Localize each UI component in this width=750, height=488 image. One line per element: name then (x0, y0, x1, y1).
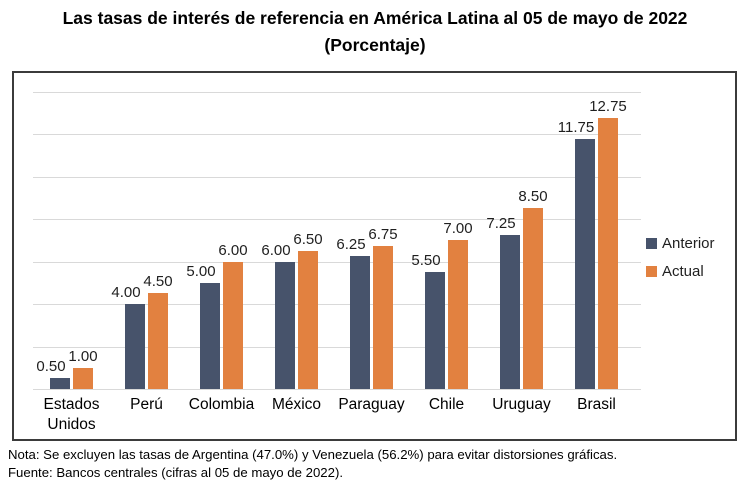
anterior-series-swatch-icon (646, 238, 657, 249)
x-axis-label-chile: Chile (428, 396, 465, 413)
data-label-actual-brasil: 12.75 (589, 98, 627, 116)
bar-anterior-peru (125, 304, 145, 389)
footnotes: Nota: Se excluyen las tasas de Argentina… (8, 446, 748, 482)
legend-item-actual: Actual (646, 264, 715, 279)
legend: Anterior Actual (646, 236, 715, 279)
legend-item-anterior: Anterior (646, 236, 715, 251)
x-axis-label-colombia: Colombia (188, 396, 255, 413)
gridline (33, 91, 641, 93)
x-axis-label-estados-unidos: Estados Unidos (43, 396, 100, 433)
bar-anterior-uruguay (500, 234, 520, 389)
data-label-actual-peru: 4.50 (143, 273, 173, 291)
bar-actual-brasil (598, 118, 618, 389)
data-label-anterior-estados-unidos: 0.50 (36, 358, 66, 376)
bar-anterior-estados-unidos (50, 378, 70, 389)
gridline (33, 389, 641, 390)
x-axis-label-paraguay: Paraguay (338, 396, 405, 413)
data-label-actual-paraguay: 6.75 (368, 225, 398, 243)
x-axis-label-mexico: México (271, 396, 322, 413)
chart-frame: 0.50 1.00 Estados Unidos 4.00 4.50 Perú 5.00 6.… (12, 71, 737, 441)
source-text: Fuente: Bancos centrales (cifras al 05 d… (8, 465, 343, 480)
bar-actual-uruguay (523, 208, 543, 389)
bar-actual-peru (148, 293, 168, 389)
data-label-anterior-colombia: 5.00 (186, 262, 216, 280)
gridline (33, 176, 641, 178)
x-axis-label-uruguay: Uruguay (492, 396, 551, 413)
gridline (33, 304, 641, 305)
bar-anterior-colombia (200, 282, 220, 389)
data-label-anterior-paraguay: 6.25 (336, 236, 366, 254)
data-label-anterior-mexico: 6.00 (261, 241, 291, 259)
chart-title-line-2: (Porcentaje) (324, 35, 426, 55)
data-label-anterior-uruguay: 7.25 (486, 214, 516, 232)
data-label-actual-estados-unidos: 1.00 (68, 347, 98, 365)
bar-anterior-chile (425, 272, 445, 389)
bar-anterior-mexico (275, 261, 295, 389)
gridline (33, 346, 641, 348)
gridline (33, 261, 641, 263)
data-label-actual-colombia: 6.00 (218, 241, 248, 259)
note-text: Nota: Se excluyen las tasas de Argentina… (8, 447, 618, 462)
data-label-actual-mexico: 6.50 (293, 230, 323, 248)
bar-actual-paraguay (373, 245, 393, 389)
bar-actual-mexico (298, 250, 318, 389)
legend-label-actual: Actual (662, 263, 704, 280)
data-label-anterior-chile: 5.50 (411, 252, 441, 270)
x-axis-label-brasil: Brasil (577, 396, 616, 413)
actual-series-swatch-icon (646, 266, 657, 277)
bar-anterior-paraguay (350, 256, 370, 389)
gridline (33, 219, 641, 220)
bar-anterior-brasil (575, 139, 595, 389)
bar-actual-estados-unidos (73, 367, 93, 389)
bar-actual-colombia (223, 261, 243, 389)
data-label-actual-chile: 7.00 (443, 220, 473, 238)
gridline (33, 134, 641, 135)
bar-actual-chile (448, 240, 468, 389)
data-label-actual-uruguay: 8.50 (518, 188, 548, 206)
chart-title: Las tasas de interés de referencia en Am… (0, 5, 750, 59)
legend-label-anterior: Anterior (662, 235, 715, 252)
data-label-anterior-brasil: 11.75 (557, 119, 595, 137)
chart-title-line-1: Las tasas de interés de referencia en Am… (62, 8, 688, 28)
x-axis-label-peru: Perú (130, 396, 163, 413)
data-label-anterior-peru: 4.00 (111, 284, 141, 301)
